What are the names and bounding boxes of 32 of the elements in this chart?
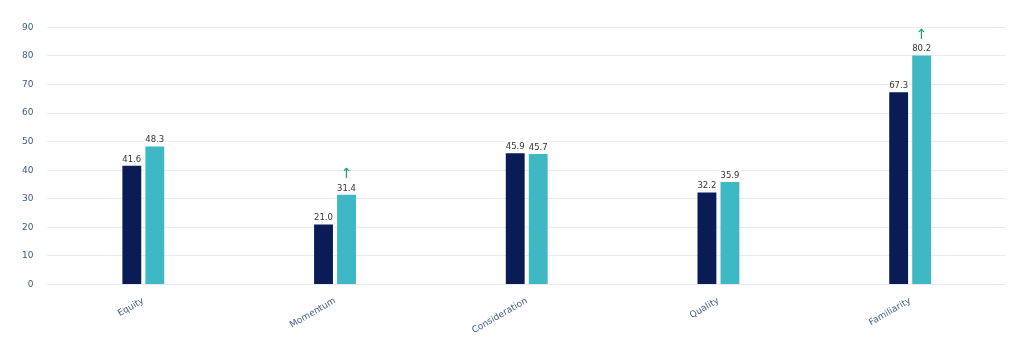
bar — [314, 224, 333, 284]
y-tick-label: 0 — [27, 278, 34, 289]
data-label: 67.3 — [889, 80, 909, 91]
data-label: 48.3 — [145, 134, 165, 145]
y-tick-label: 50 — [22, 135, 34, 146]
bar — [145, 146, 165, 284]
bar — [337, 194, 356, 284]
bar — [912, 55, 932, 284]
y-tick-label: 80 — [22, 50, 34, 61]
data-label: 21.0 — [314, 212, 333, 223]
bar — [697, 192, 717, 284]
y-tick-label: 20 — [22, 221, 34, 232]
data-label: 41.6 — [122, 153, 142, 164]
bar — [720, 181, 740, 284]
bar — [122, 165, 142, 284]
annotation: ↑ — [340, 165, 353, 182]
data-label: 31.4 — [337, 182, 356, 193]
y-tick-label: 70 — [22, 78, 34, 89]
bar — [505, 153, 525, 284]
y-tick-label: 10 — [22, 250, 34, 261]
y-tick-label: 90 — [22, 21, 34, 32]
data-label: 32.2 — [697, 180, 717, 191]
y-tick-label: 40 — [22, 164, 34, 175]
y-tick-label: 30 — [22, 193, 34, 204]
bar — [528, 153, 548, 284]
annotation: ↑ — [915, 26, 928, 43]
data-label: 35.9 — [720, 169, 740, 180]
data-label: 45.9 — [505, 141, 525, 152]
data-label: 45.7 — [528, 141, 548, 152]
y-tick-label: 60 — [22, 107, 34, 118]
data-label: 80.2 — [912, 43, 932, 54]
bar — [889, 92, 909, 284]
